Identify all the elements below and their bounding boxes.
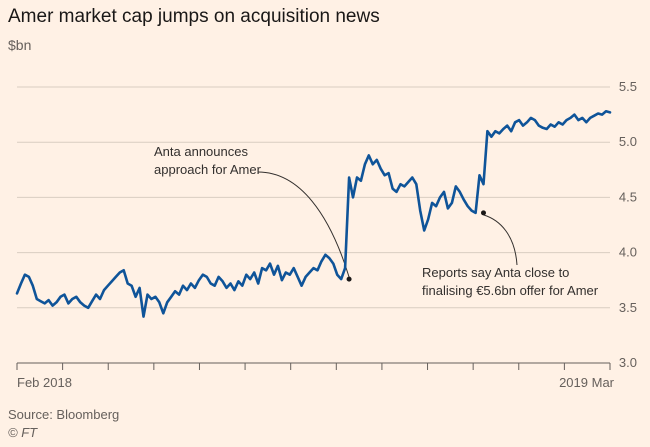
x-tick-label: 2019 Mar	[559, 375, 615, 390]
y-tick-label: 4.0	[619, 245, 637, 260]
annotation-text-1: Anta announces approach for Amer	[154, 144, 262, 177]
market-cap-series-line	[15, 110, 612, 318]
annotation-line: Anta announces	[154, 144, 248, 159]
annotation-point-1	[346, 276, 352, 282]
chart-title: Amer market cap jumps on acquisition new…	[8, 6, 380, 27]
annotation-line: finalising €5.6bn offer for Amer	[422, 283, 599, 298]
copyright-note: © FT	[8, 425, 38, 440]
annotation-leader-2	[483, 214, 518, 266]
annotation-leader-1	[257, 171, 350, 278]
y-tick-label: 5.5	[619, 79, 637, 94]
annotations: Anta announces approach for Amer Reports s…	[154, 144, 599, 298]
annotation-line: approach for Amer	[154, 162, 262, 177]
annotation-point-2	[480, 210, 486, 216]
series-layer	[15, 110, 612, 318]
y-tick-label: 3.5	[619, 300, 637, 315]
y-tick-label: 5.0	[619, 134, 637, 149]
y-unit-label: $bn	[8, 37, 32, 53]
axes: 3.0 3.5 4.0 4.5 5.0 5.5 Feb 2018 2019 Mar	[16, 79, 637, 390]
x-tick-label: Feb 2018	[17, 375, 72, 390]
annotation-text-2: Reports say Anta close to finalising €5.6…	[422, 265, 599, 298]
y-tick-label: 3.0	[619, 355, 637, 370]
source-note: Source: Bloomberg	[8, 407, 120, 422]
annotation-line: Reports say Anta close to	[422, 265, 569, 280]
gridlines	[17, 86, 610, 364]
y-tick-label: 4.5	[619, 189, 637, 204]
markers	[346, 210, 486, 282]
